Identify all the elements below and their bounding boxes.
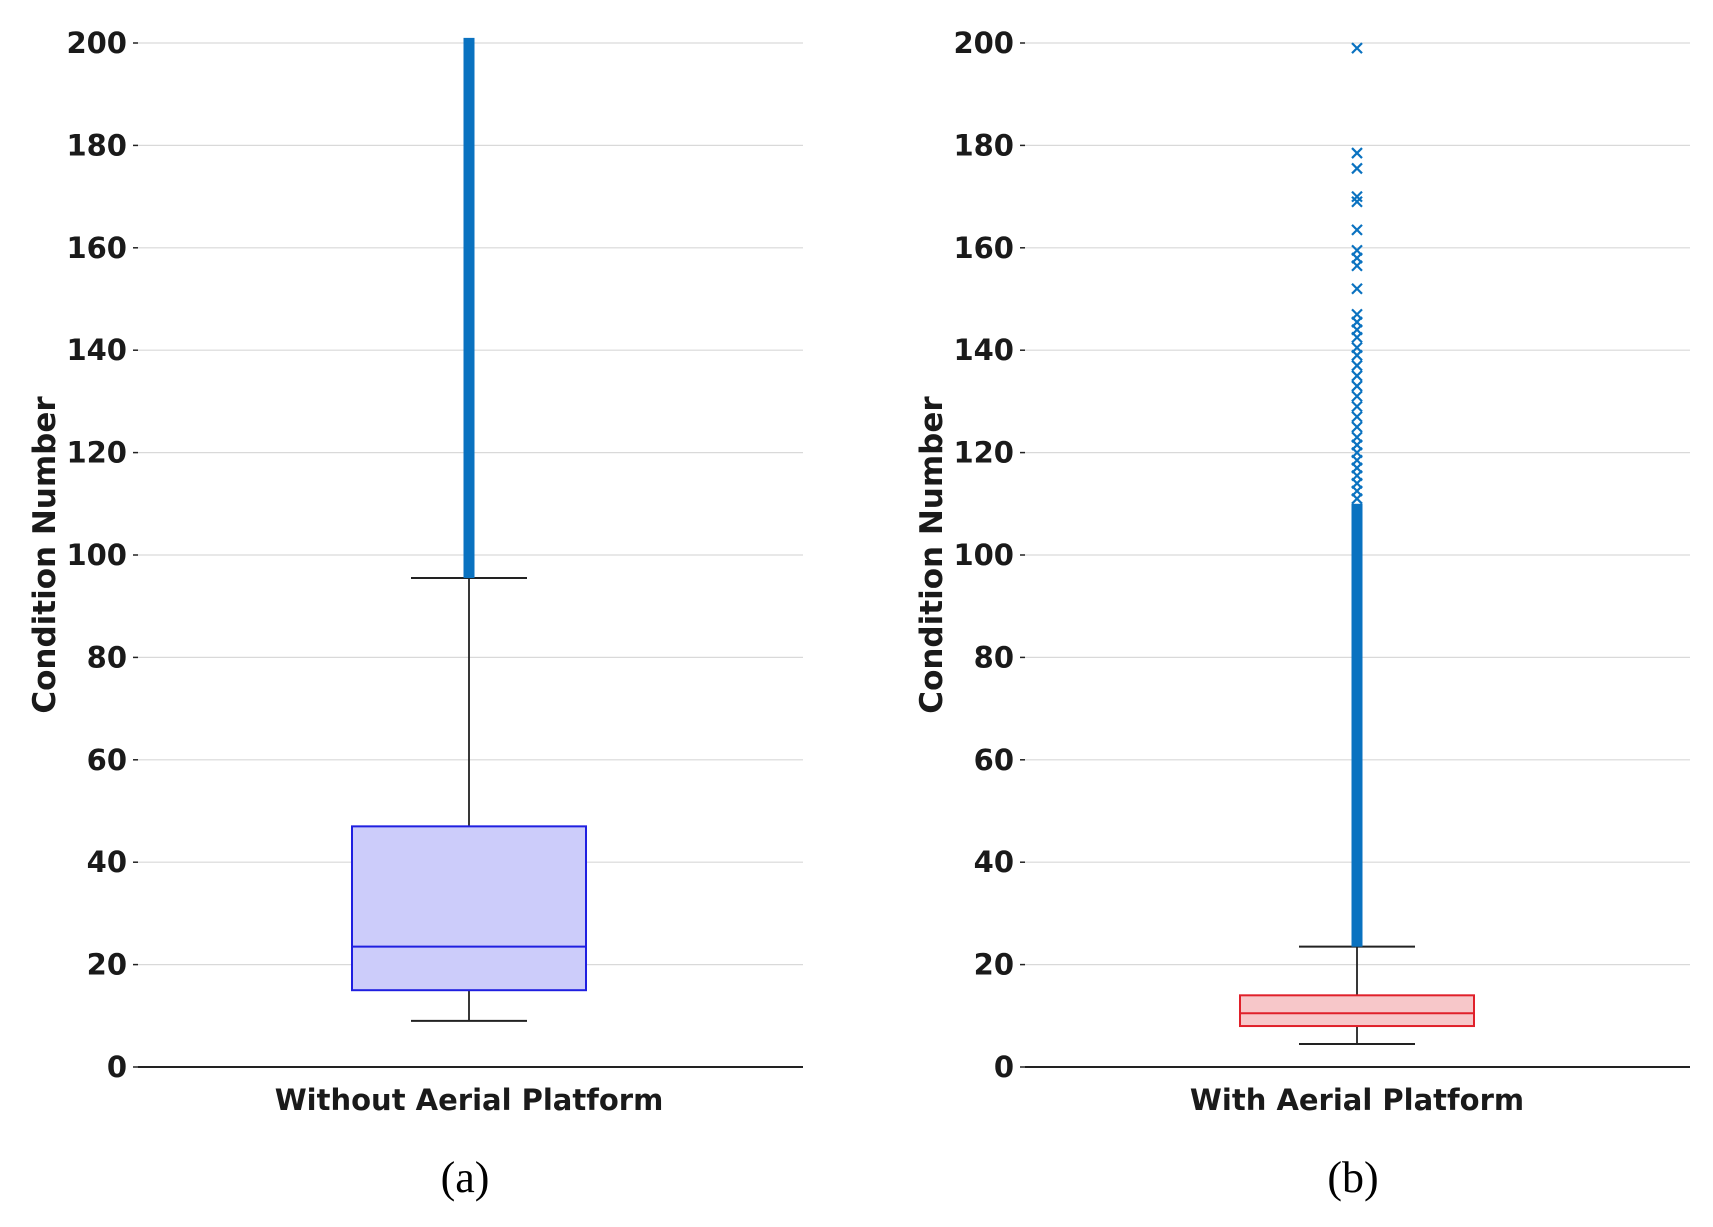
outlier-marker-stroke (1351, 147, 1363, 159)
outlier-marker-stroke (1351, 421, 1363, 433)
y-tick-label: 100 (953, 538, 1014, 572)
outlier-marker-stroke (1351, 359, 1363, 372)
outlier-marker (1351, 147, 1363, 159)
x-category-label: With Aerial Platform (1190, 1083, 1524, 1117)
y-tick-label: 80 (87, 640, 127, 674)
y-tick-label: 160 (953, 231, 1014, 265)
x-category-label: Without Aerial Platform (275, 1083, 664, 1117)
y-tick-label: 120 (66, 436, 127, 470)
y-tick-label: 40 (974, 845, 1014, 879)
y-tick-label: 180 (66, 128, 127, 162)
outlier-marker (1351, 400, 1363, 413)
panel-b: 0 20 40 60 80 100 120 140 160 180 200 Condition Num… (914, 26, 1690, 1202)
iqr-box (1239, 994, 1475, 1028)
outlier-marker-stroke (1351, 431, 1363, 444)
outlier-marker (1351, 380, 1363, 392)
outlier-marker (1351, 308, 1363, 321)
y-tick-label: 80 (974, 640, 1014, 674)
outlier-marker (1351, 244, 1363, 257)
y-tick-label: 60 (87, 743, 127, 777)
outlier-marker (1351, 195, 1363, 208)
outlier-band (463, 37, 475, 579)
outlier-marker-stroke (1351, 308, 1363, 321)
iqr-box (351, 825, 587, 992)
outlier-marker-stroke (1351, 390, 1363, 403)
panel-label: (a) (441, 1153, 490, 1202)
y-tick-label: 20 (974, 948, 1014, 982)
outlier-marker-stroke (1351, 380, 1363, 392)
y-tick-label: 200 (66, 26, 127, 60)
outlier-band (1351, 503, 1363, 947)
y-tick-label: 180 (953, 128, 1014, 162)
outlier-marker-stroke (1351, 224, 1363, 236)
outlier-marker-stroke (1351, 244, 1363, 257)
outlier-marker (1351, 224, 1363, 236)
y-tick-label: 100 (66, 538, 127, 572)
panel-a: 0 20 40 60 80 100 120 140 160 180 200 Condition Num… (27, 26, 803, 1202)
y-axis-title: Condition Number (27, 396, 63, 714)
outlier-marker (1351, 421, 1363, 433)
outlier-marker (1351, 410, 1363, 423)
outlier-marker-stroke (1351, 190, 1363, 203)
y-tick-label: 40 (87, 845, 127, 879)
y-tick-label: 200 (953, 26, 1014, 60)
y-tick-label: 120 (953, 436, 1014, 470)
outlier-marker-stroke (1351, 341, 1363, 354)
outlier-marker-stroke (1351, 282, 1363, 295)
outlier-marker (1351, 42, 1363, 54)
panel-label: (b) (1327, 1153, 1378, 1202)
y-tick-label: 60 (974, 743, 1014, 777)
outlier-marker (1351, 341, 1363, 354)
y-axis-title: Condition Number (914, 396, 950, 714)
outlier-marker (1351, 190, 1363, 203)
y-tick-label: 20 (87, 948, 127, 982)
outlier-marker (1351, 359, 1363, 372)
y-tick-label: 160 (66, 231, 127, 265)
outlier-marker (1351, 370, 1363, 382)
outlier-marker-stroke (1351, 370, 1363, 382)
outlier-marker-stroke (1351, 400, 1363, 413)
outlier-marker-stroke (1351, 162, 1363, 175)
y-tick-label: 140 (953, 333, 1014, 367)
y-tick-label: 0 (107, 1050, 127, 1084)
outlier-marker-stroke (1351, 410, 1363, 423)
y-tick-label: 0 (994, 1050, 1014, 1084)
outlier-marker-stroke (1351, 42, 1363, 54)
y-tick-label: 140 (66, 333, 127, 367)
outlier-marker (1351, 390, 1363, 403)
outlier-marker (1351, 431, 1363, 444)
outlier-marker (1351, 282, 1363, 295)
outlier-marker (1351, 162, 1363, 175)
